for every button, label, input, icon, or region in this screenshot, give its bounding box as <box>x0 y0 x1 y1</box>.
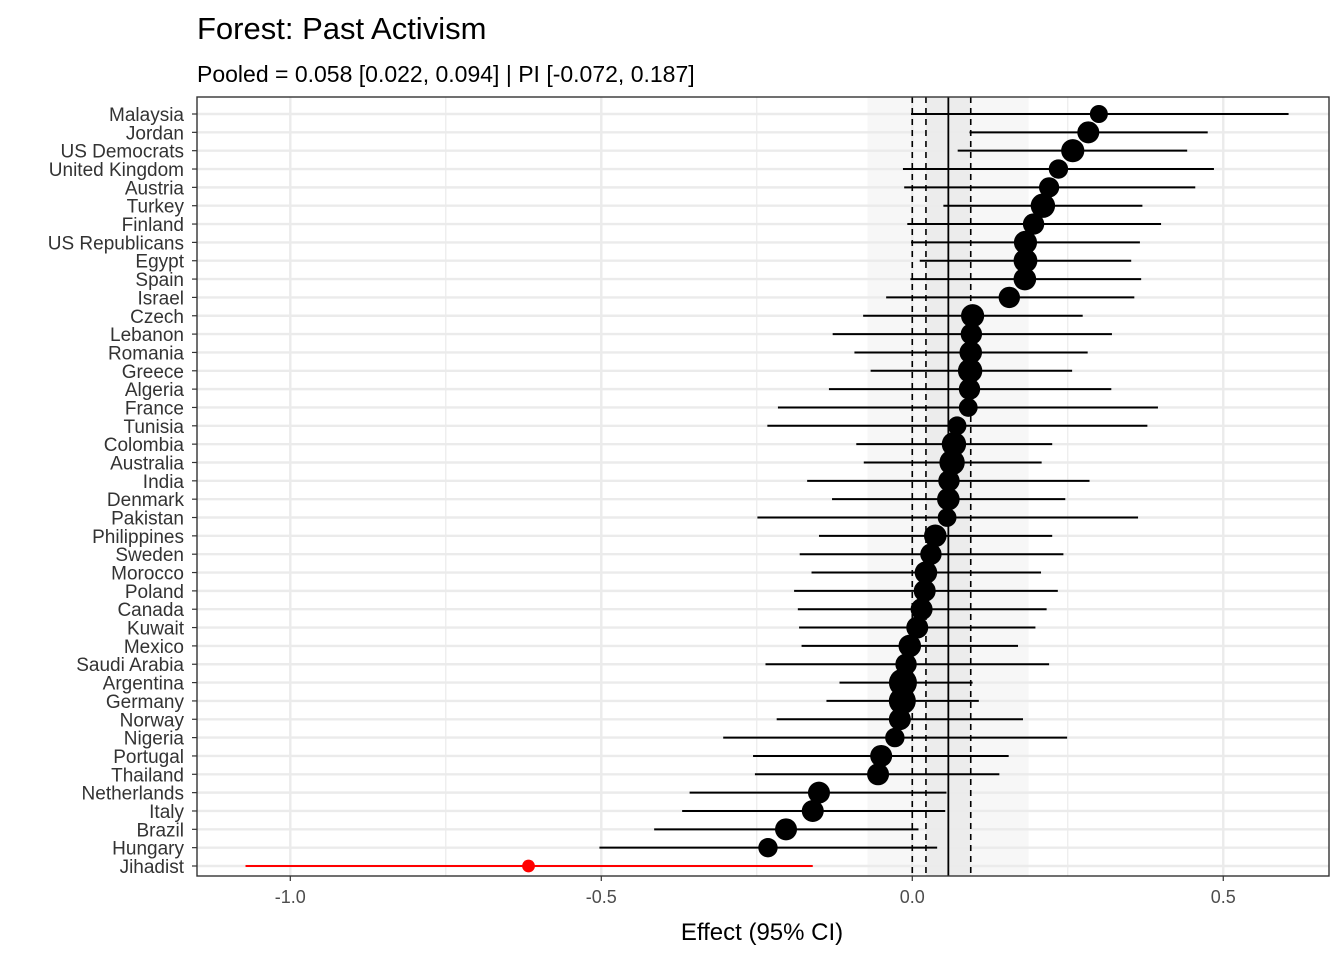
y-tick-label: Italy <box>149 802 184 823</box>
y-tick-label: Jihadist <box>120 857 185 878</box>
x-tick-label: 0.0 <box>900 887 925 907</box>
y-tick-label: Morocco <box>111 564 184 585</box>
point-estimate <box>937 487 960 511</box>
y-tick-label: Tunisia <box>123 417 184 438</box>
y-tick-label: Mexico <box>124 637 184 658</box>
point-estimate <box>906 616 929 639</box>
y-tick-label: France <box>125 398 184 419</box>
point-estimate <box>758 837 778 858</box>
y-tick-label: Kuwait <box>127 619 185 640</box>
y-tick-label: United Kingdom <box>49 160 184 181</box>
point-estimate <box>1022 213 1045 235</box>
y-tick-label: Pakistan <box>111 509 184 530</box>
point-estimate <box>960 323 983 345</box>
panel-border <box>196 96 1330 877</box>
chart-subtitle: Pooled = 0.058 [0.022, 0.094] | PI [-0.0… <box>197 61 695 87</box>
y-tick-label: US Republicans <box>48 233 184 254</box>
y-tick-label: Spain <box>135 270 184 291</box>
y-tick-label: Czech <box>130 307 184 328</box>
y-tick-label: Nigeria <box>124 729 185 750</box>
point-estimate <box>1039 177 1060 198</box>
point-estimate <box>958 398 978 417</box>
y-tick-label: Malaysia <box>109 105 184 126</box>
point-estimate <box>775 818 798 841</box>
y-tick-label: Portugal <box>113 747 184 768</box>
chart-title: Forest: Past Activism <box>197 11 486 46</box>
point-estimate <box>888 708 911 731</box>
point-estimate <box>961 304 985 328</box>
point-estimate <box>888 687 916 715</box>
y-tick-label: India <box>143 472 185 493</box>
y-tick-label: Canada <box>117 600 184 621</box>
y-tick-label: Egypt <box>135 252 184 273</box>
point-estimate <box>1061 139 1085 163</box>
y-tick-label: Jordan <box>126 123 184 144</box>
x-tick-label: -0.5 <box>586 887 617 907</box>
y-tick-label: Poland <box>125 582 184 603</box>
y-tick-label: Australia <box>110 453 184 474</box>
point-estimate <box>941 431 967 457</box>
point-estimate <box>801 799 824 822</box>
point-estimate <box>1013 230 1038 254</box>
y-tick-label: Israel <box>138 288 184 309</box>
y-tick-label: Sweden <box>115 545 184 566</box>
point-estimate <box>937 508 957 527</box>
y-tick-label: Denmark <box>107 490 185 511</box>
panel-background <box>197 97 1329 876</box>
y-tick-label: Austria <box>125 178 185 199</box>
y-tick-label: Netherlands <box>82 784 184 805</box>
point-estimate <box>867 763 890 786</box>
point-estimate <box>1013 267 1037 291</box>
point-estimate <box>920 543 942 565</box>
y-tick-label: Colombia <box>104 435 185 456</box>
point-estimate <box>957 358 983 383</box>
point-estimate <box>522 859 535 873</box>
point-estimate <box>1048 159 1069 179</box>
point-estimate <box>807 781 830 804</box>
point-estimate <box>914 561 938 584</box>
y-tick-label: US Democrats <box>60 142 184 163</box>
y-tick-label: Germany <box>106 692 185 713</box>
y-tick-label: Saudi Arabia <box>76 655 184 676</box>
y-tick-label: Philippines <box>92 527 184 548</box>
y-tick-label: Lebanon <box>110 325 184 346</box>
point-estimate <box>938 470 960 492</box>
y-tick-label: Hungary <box>112 839 184 860</box>
point-estimate <box>939 449 965 476</box>
point-estimate <box>1077 121 1100 144</box>
point-estimate <box>885 727 905 748</box>
point-estimate <box>923 524 947 548</box>
x-axis-label: Effect (95% CI) <box>681 919 843 946</box>
point-estimate <box>898 634 922 658</box>
y-tick-label: Greece <box>122 362 184 383</box>
point-estimate <box>1030 193 1056 218</box>
y-tick-label: Finland <box>122 215 184 236</box>
y-tick-label: Romania <box>108 343 184 364</box>
point-estimate <box>1013 248 1038 273</box>
point-estimate <box>913 579 936 602</box>
y-tick-label: Turkey <box>127 197 185 218</box>
x-tick-label: 0.5 <box>1211 887 1236 907</box>
point-estimate <box>910 598 933 621</box>
point-estimate <box>998 286 1021 309</box>
x-tick-label: -1.0 <box>275 887 306 907</box>
y-tick-label: Argentina <box>103 674 185 695</box>
point-estimate <box>947 416 967 436</box>
point-estimate <box>1089 105 1108 123</box>
point-estimate <box>959 341 983 364</box>
y-tick-label: Brazil <box>136 820 184 841</box>
y-tick-label: Thailand <box>111 765 184 786</box>
y-tick-label: Algeria <box>125 380 185 401</box>
point-estimate <box>958 378 981 400</box>
point-estimate <box>870 744 893 767</box>
y-tick-label: Norway <box>120 710 185 731</box>
